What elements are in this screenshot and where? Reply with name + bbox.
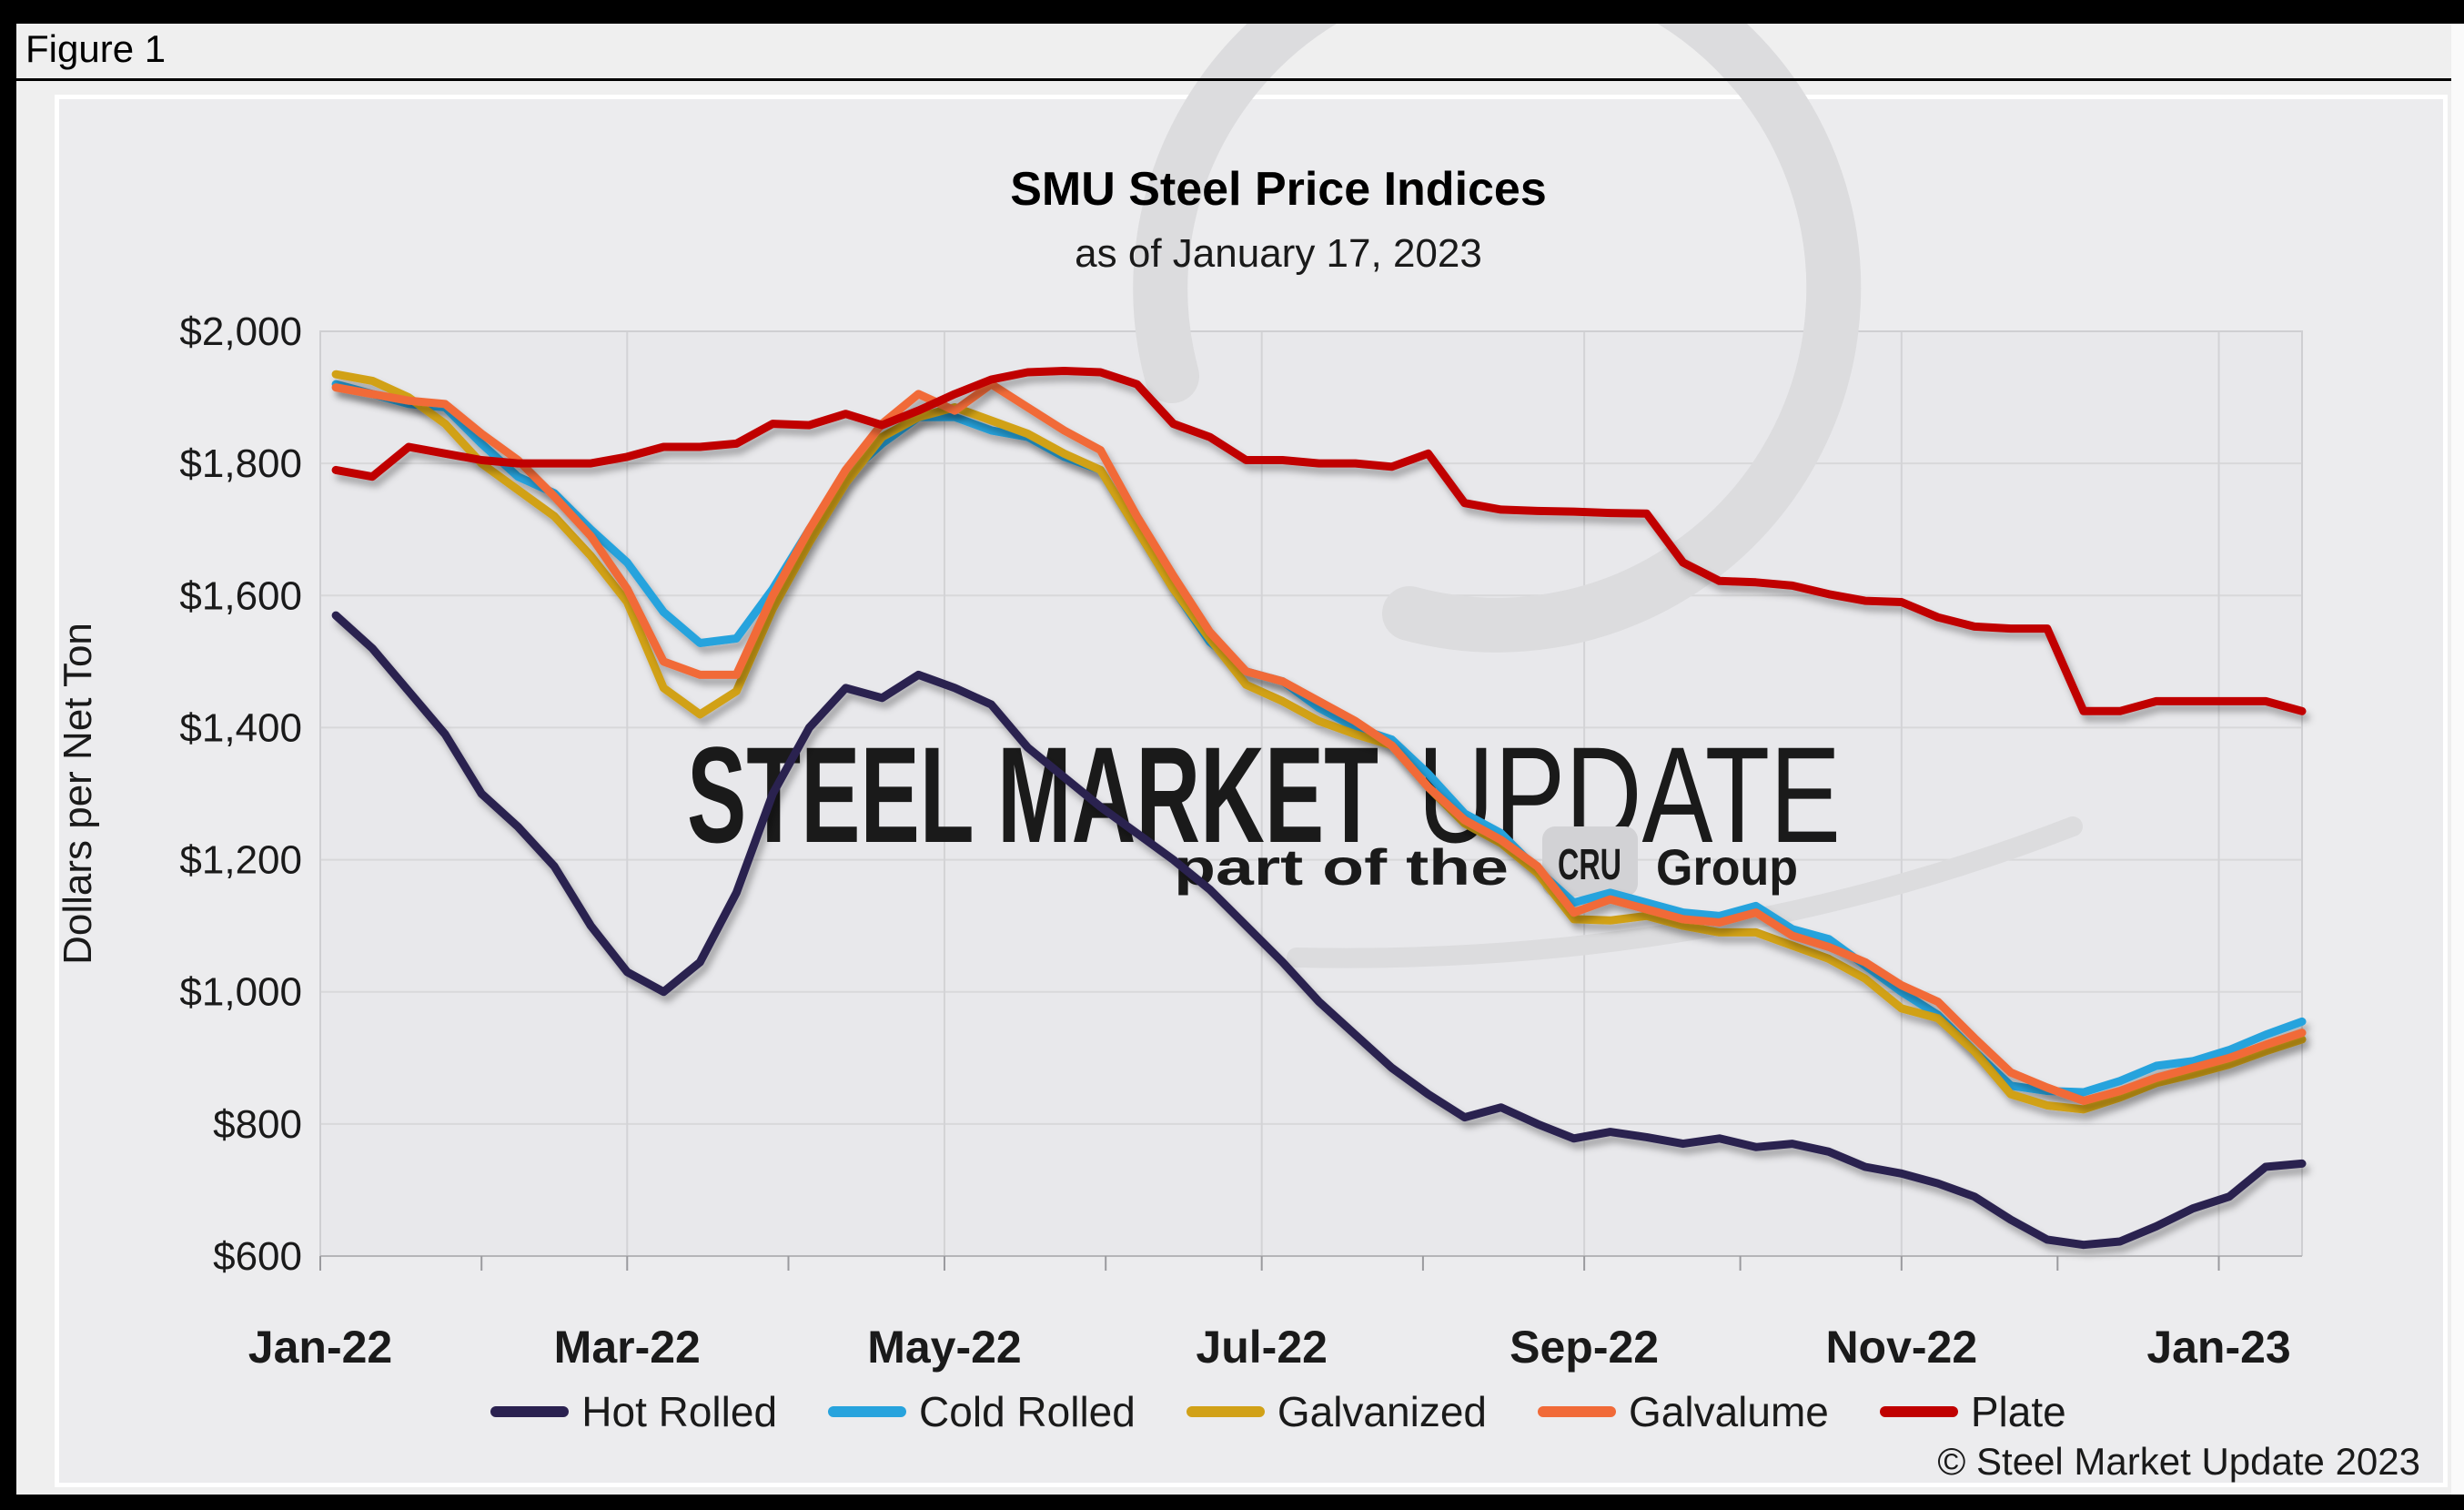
chart-title: SMU Steel Price Indices — [1010, 163, 1547, 216]
chart-panel — [55, 95, 2448, 1487]
figure-label: Figure 1 — [25, 27, 167, 70]
legend-item-galvanized: Galvanized — [1186, 1387, 1487, 1436]
frame-left-bar — [0, 24, 16, 1510]
legend-label: Galvalume — [1628, 1388, 1829, 1435]
legend-swatch-icon — [490, 1406, 570, 1417]
legend-item-galvalume: Galvalume — [1537, 1387, 1829, 1436]
legend-label: Plate — [1970, 1388, 2066, 1435]
legend-item-plate: Plate — [1879, 1387, 2066, 1436]
legend-swatch-icon — [1537, 1406, 1616, 1417]
legend-swatch-icon — [1879, 1406, 1958, 1417]
copyright-note: © Steel Market Update 2023 — [1937, 1440, 2420, 1483]
legend-swatch-icon — [828, 1406, 907, 1417]
legend-label: Galvanized — [1277, 1388, 1487, 1435]
legend: Hot Rolled Cold Rolled Galvanized Galvalume… — [255, 1387, 2302, 1436]
legend-label: Hot Rolled — [581, 1388, 778, 1435]
frame-right-strip — [2451, 24, 2464, 1495]
y-axis-title: Dollars per Net Ton — [56, 623, 100, 965]
legend-item-hot-rolled: Hot Rolled — [490, 1387, 777, 1436]
legend-label: Cold Rolled — [919, 1388, 1136, 1435]
frame-bottom-bar — [0, 1495, 2464, 1510]
frame-top-bar — [0, 0, 2464, 24]
chart-subtitle: as of January 17, 2023 — [1075, 231, 1482, 276]
legend-swatch-icon — [1186, 1406, 1265, 1417]
figure-rule — [16, 78, 2464, 81]
legend-item-cold-rolled: Cold Rolled — [828, 1387, 1136, 1436]
